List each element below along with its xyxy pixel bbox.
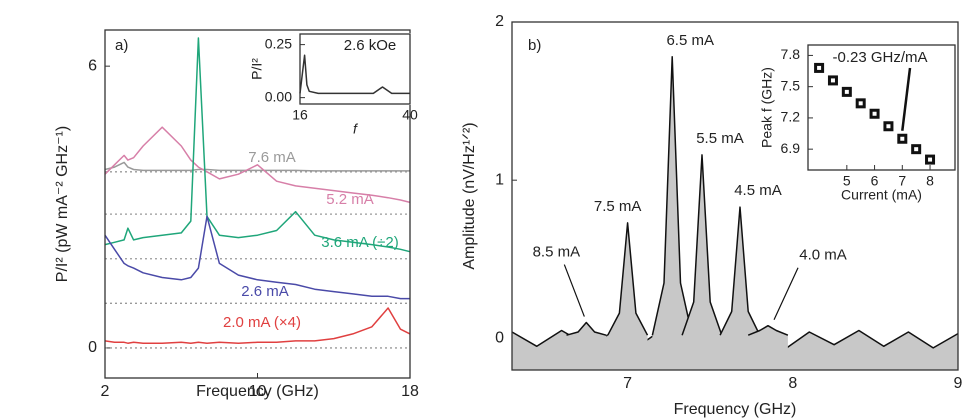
line: [104, 37, 411, 253]
x-tick-label: 18: [401, 383, 419, 400]
area: [566, 322, 607, 370]
series-label: 7.6 mA: [248, 149, 296, 166]
x-tick-label: 5: [843, 173, 851, 189]
frame: [299, 33, 411, 105]
line: [566, 321, 607, 336]
y-axis-label: Peak f (GHz): [759, 67, 775, 148]
series-label: 2.0 mA (×4): [223, 314, 301, 331]
x-axis-label: Current (mA): [841, 187, 922, 203]
area: [720, 207, 760, 370]
y-tick-label: 1: [495, 171, 504, 188]
line: [607, 222, 649, 336]
label-arrow: [563, 264, 585, 317]
series-label: 3.6 mA (÷2): [321, 234, 398, 251]
annotation: -0.23 GHz/mA: [832, 49, 927, 66]
point-center: [914, 147, 919, 152]
annotation-arrow: [901, 67, 912, 131]
frame: [511, 21, 959, 371]
x-tick-label: 40: [402, 107, 418, 123]
x-tick-label: 9: [954, 375, 963, 392]
x-axis-label: Frequency (GHz): [196, 383, 319, 400]
frame: [807, 44, 956, 171]
x-tick-label: 8: [926, 173, 934, 189]
series-label: 8.5 mA: [533, 244, 581, 261]
x-tick-label: 7: [898, 173, 906, 189]
x-tick-label: 10: [249, 383, 267, 400]
y-tick-label: 0.00: [265, 88, 292, 104]
y-tick-label: 7.5: [781, 77, 801, 93]
series-label: 5.2 mA: [326, 191, 374, 208]
point-center: [844, 89, 849, 94]
y-tick-label: 7.2: [781, 109, 801, 125]
x-tick-label: 7: [623, 375, 632, 392]
x-axis-label: Frequency (GHz): [674, 401, 797, 418]
line: [104, 307, 411, 344]
panel-label: b): [528, 37, 541, 54]
point-center: [830, 78, 835, 83]
point-center: [900, 136, 905, 141]
inset-background: [807, 44, 956, 171]
y-axis-label: P/I²: [249, 58, 265, 80]
y-axis-label: P/I² (pW mA⁻² GHz⁻¹): [54, 126, 71, 282]
x-tick-label: 8: [788, 375, 797, 392]
y-tick-label: 6: [88, 57, 97, 74]
series-label: 6.5 mA: [666, 32, 714, 49]
line: [299, 54, 410, 95]
line: [719, 206, 761, 336]
line: [104, 215, 410, 300]
label-arrow: [773, 267, 799, 320]
area: [607, 222, 648, 370]
line: [104, 161, 410, 172]
point-center: [817, 65, 822, 70]
y-tick-label: 6.9: [781, 140, 801, 156]
y-tick-label: 0: [88, 339, 97, 356]
y-tick-label: 0.25: [265, 35, 292, 51]
x-tick-label: 2: [101, 383, 110, 400]
annotation: 2.6 kOe: [344, 37, 397, 54]
point-center: [886, 124, 891, 129]
point-center: [928, 157, 933, 162]
series-label: 5.5 mA: [696, 130, 744, 147]
y-tick-label: 7.8: [781, 46, 801, 62]
series-label: 4.0 mA: [799, 247, 847, 264]
x-tick-label: 6: [871, 173, 879, 189]
line: [681, 154, 723, 336]
frame: [104, 29, 411, 379]
x-axis-label: f: [353, 121, 359, 137]
series-label: 2.6 mA: [241, 283, 289, 300]
line: [747, 324, 789, 336]
area: [748, 325, 788, 370]
area: [682, 154, 722, 370]
point-center: [872, 111, 877, 116]
x-tick-label: 16: [292, 107, 308, 123]
panel-label: a): [115, 37, 128, 54]
y-tick-label: 0: [495, 330, 504, 347]
y-tick-label: 2: [495, 13, 504, 30]
line: [104, 126, 411, 204]
series-label: 4.5 mA: [734, 182, 782, 199]
line: [651, 56, 693, 336]
series-label: 7.5 mA: [594, 198, 642, 215]
y-axis-label: Amplitude (nV/Hz¹ᐟ²): [461, 122, 478, 269]
point-center: [858, 101, 863, 106]
